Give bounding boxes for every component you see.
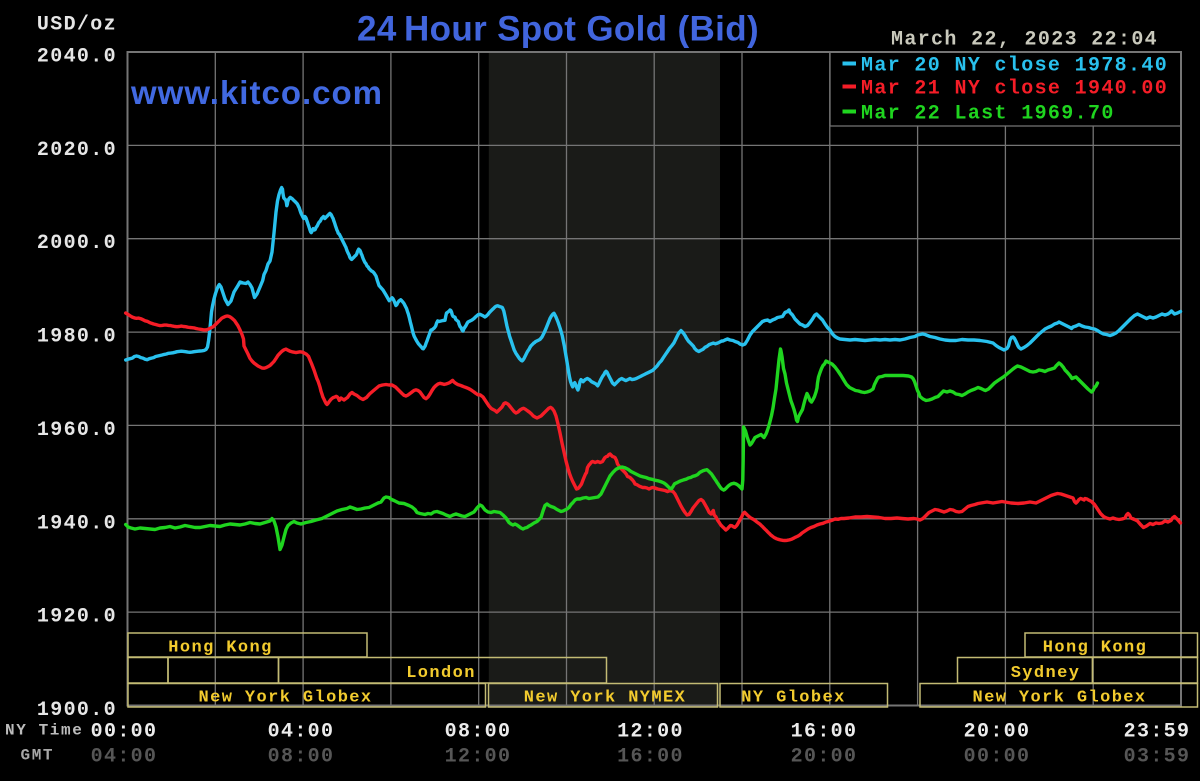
svg-text:24 Hour Spot Gold (Bid): 24 Hour Spot Gold (Bid) [357, 10, 759, 49]
svg-text:23:59: 23:59 [1124, 721, 1191, 744]
svg-text:www.kitco.com: www.kitco.com [130, 74, 383, 111]
svg-text:1960.0: 1960.0 [37, 419, 117, 442]
svg-text:16:00: 16:00 [617, 746, 684, 769]
svg-text:GMT: GMT [21, 747, 55, 765]
svg-text:20:00: 20:00 [791, 746, 858, 769]
svg-text:London: London [406, 664, 476, 683]
svg-text:Mar 22 Last 1969.70: Mar 22 Last 1969.70 [861, 103, 1115, 126]
svg-text:Sydney: Sydney [1011, 664, 1081, 683]
svg-text:2020.0: 2020.0 [37, 139, 117, 162]
svg-text:12:00: 12:00 [617, 721, 684, 744]
svg-text:Hong Kong: Hong Kong [1043, 639, 1147, 658]
svg-text:08:00: 08:00 [445, 721, 512, 744]
svg-text:1940.0: 1940.0 [37, 512, 117, 535]
svg-text:1920.0: 1920.0 [37, 606, 117, 629]
svg-text:00:00: 00:00 [91, 721, 158, 744]
svg-text:1980.0: 1980.0 [37, 326, 117, 349]
svg-text:Mar 21 NY close 1940.00: Mar 21 NY close 1940.00 [861, 78, 1168, 101]
svg-text:March 22, 2023 22:04: March 22, 2023 22:04 [891, 29, 1158, 52]
svg-text:20:00: 20:00 [964, 721, 1031, 744]
svg-text:NY Time: NY Time [5, 722, 83, 740]
svg-text:1900.0: 1900.0 [37, 699, 117, 722]
svg-text:16:00: 16:00 [791, 721, 858, 744]
svg-text:USD/oz: USD/oz [37, 14, 117, 37]
svg-text:04:00: 04:00 [91, 746, 158, 769]
svg-text:New York Globex: New York Globex [972, 689, 1146, 708]
svg-text:08:00: 08:00 [268, 746, 335, 769]
svg-text:04:00: 04:00 [268, 721, 335, 744]
svg-text:00:00: 00:00 [964, 746, 1031, 769]
svg-text:2040.0: 2040.0 [37, 46, 117, 69]
svg-text:New York Globex: New York Globex [198, 689, 372, 708]
svg-text:03:59: 03:59 [1124, 746, 1191, 769]
svg-text:2000.0: 2000.0 [37, 232, 117, 255]
svg-text:Hong Kong: Hong Kong [168, 639, 272, 658]
svg-text:12:00: 12:00 [445, 746, 512, 769]
svg-text:Mar 20 NY close 1978.40: Mar 20 NY close 1978.40 [861, 55, 1168, 78]
svg-text:NY Globex: NY Globex [741, 689, 845, 708]
svg-text:New York NYMEX: New York NYMEX [524, 689, 686, 708]
